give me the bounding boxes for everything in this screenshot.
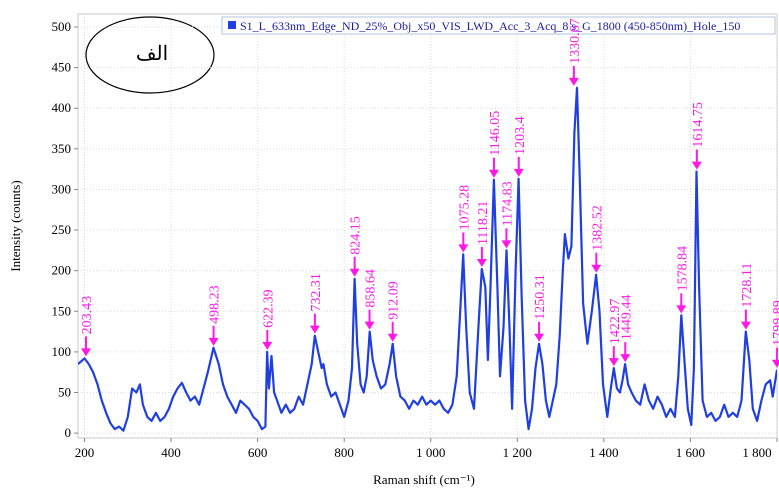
y-tick-label: 450 — [52, 60, 72, 75]
spectrum-line — [78, 86, 777, 432]
peak-arrowhead — [771, 359, 779, 368]
peak-arrowhead — [458, 244, 469, 253]
x-tick-label: 1 600 — [676, 445, 705, 460]
peak-arrowhead — [208, 337, 219, 346]
peak-arrowhead — [476, 259, 487, 268]
x-tick-label: 800 — [334, 445, 354, 460]
peak-label: 1382.52 — [590, 205, 605, 251]
peak-arrowhead — [620, 354, 631, 363]
y-tick-label: 250 — [52, 222, 72, 237]
peak-label: 1728.11 — [740, 263, 755, 308]
legend: S1_L_633nm_Edge_ND_25%_Obj_x50_VIS_LWD_A… — [221, 16, 776, 35]
peak-label: 1118.21 — [476, 201, 491, 245]
peak-arrowhead — [591, 264, 602, 273]
y-tick-label: 300 — [52, 181, 72, 196]
y-tick-label: 350 — [52, 141, 72, 156]
peak-label: 1422.97 — [608, 299, 623, 345]
x-tick-label: 1 200 — [503, 445, 532, 460]
peak-arrowhead — [309, 325, 320, 334]
peak-label: 912.09 — [387, 281, 402, 320]
legend-label: S1_L_633nm_Edge_ND_25%_Obj_x50_VIS_LWD_A… — [240, 19, 740, 33]
x-tick-label: 600 — [248, 445, 268, 460]
x-tick-label: 200 — [75, 445, 95, 460]
x-axis-label: Raman shift (cm⁻¹) — [373, 472, 475, 487]
y-tick-label: 400 — [52, 100, 72, 115]
peak-label: 1203.4 — [513, 116, 528, 155]
peak-label: 1578.84 — [675, 246, 690, 292]
peak-label: 1250.31 — [533, 274, 548, 320]
peak-label: 1799.89 — [771, 300, 779, 346]
legend-box — [221, 16, 776, 35]
peak-label: 732.31 — [309, 273, 324, 312]
peak-label: 203.43 — [80, 296, 95, 335]
x-tick-label: 1 800 — [742, 445, 771, 460]
peak-arrowhead — [568, 77, 579, 86]
peak-arrowhead — [262, 341, 273, 350]
y-tick-label: 100 — [52, 344, 72, 359]
peak-arrowhead — [364, 321, 375, 330]
legend-swatch — [228, 21, 236, 29]
peak-arrowhead — [534, 333, 545, 342]
peak-label: 858.64 — [364, 269, 379, 308]
y-tick-label: 150 — [52, 303, 72, 318]
peak-label: 1614.75 — [691, 102, 706, 148]
x-tick-label: 1 400 — [589, 445, 618, 460]
plot-frame — [77, 13, 778, 439]
peak-arrowhead — [80, 348, 91, 357]
peak-arrowhead — [488, 169, 499, 178]
peak-arrowhead — [676, 305, 687, 314]
peak-arrowhead — [513, 168, 524, 177]
y-tick-label: 0 — [65, 425, 72, 440]
peak-label: 622.39 — [261, 289, 276, 328]
y-axis-label: Intensity (counts) — [8, 180, 23, 271]
peak-label: 1146.05 — [488, 111, 503, 156]
peak-label: 1075.28 — [457, 185, 472, 231]
x-tick-label: 400 — [161, 445, 181, 460]
y-tick-label: 500 — [52, 19, 72, 34]
label-ellipse — [85, 16, 215, 94]
y-tick-label: 50 — [58, 385, 71, 400]
peak-label: 824.15 — [349, 216, 364, 255]
peak-label: 1330.67 — [568, 18, 583, 64]
peak-arrowhead — [740, 321, 751, 330]
peak-arrowhead — [608, 358, 619, 367]
peak-label: 498.23 — [208, 285, 223, 324]
peak-arrowhead — [349, 268, 360, 277]
peak-arrowhead — [501, 240, 512, 249]
peak-label: 1174.83 — [500, 181, 515, 226]
peak-arrowhead — [691, 161, 702, 170]
x-tick-label: 1 000 — [416, 445, 445, 460]
ellipse-label: الف — [136, 43, 168, 65]
y-tick-label: 200 — [52, 263, 72, 278]
peak-arrowhead — [387, 333, 398, 342]
peak-label: 1449.44 — [619, 295, 634, 341]
